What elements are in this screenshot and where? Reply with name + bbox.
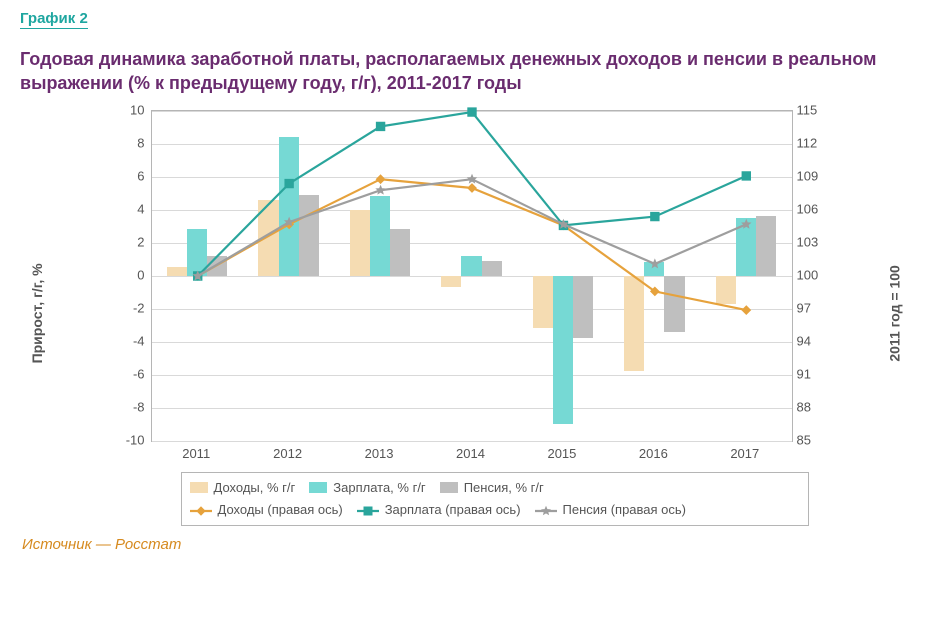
legend-label: Пенсия, % г/г [464,477,544,499]
line-income_idx [197,179,746,310]
marker-pension_idx [376,186,384,194]
right-tick-label: 109 [791,168,819,183]
legend-item-pension_idx: Пенсия (правая ось) [535,499,686,521]
legend-label: Зарплата, % г/г [333,477,425,499]
chart-title: Годовая динамика заработной платы, распо… [20,47,900,96]
legend-swatch-icon [535,503,557,517]
legend-swatch-icon [190,503,212,517]
legend-swatch-icon [190,482,208,493]
x-tick-label: 2014 [456,440,485,461]
line-layer [152,111,792,441]
left-tick-label: 2 [137,234,150,249]
left-tick-label: 10 [130,102,150,117]
marker-income_idx [467,183,475,191]
x-tick-label: 2011 [182,440,210,461]
legend-item-pension_pct: Пенсия, % г/г [440,477,544,499]
legend-label: Зарплата (правая ось) [385,499,521,521]
combo-chart: Прирост, г/г, % 2011 год = 100 -10 -8 -6 -4… [31,100,901,530]
left-axis-label: Прирост, г/г, % [29,263,45,363]
x-tick-label: 2012 [273,440,302,461]
marker-wage_idx [376,122,384,130]
left-tick-label: -8 [133,399,151,414]
marker-wage_idx [650,212,658,220]
left-tick-label: 8 [137,135,150,150]
left-tick-label: 6 [137,168,150,183]
right-tick-label: 112 [791,135,818,150]
right-tick-label: 100 [791,267,819,282]
right-tick-label: 88 [791,399,811,414]
right-tick-label: 85 [791,432,811,447]
page: График 2 Годовая динамика заработной пла… [0,0,931,620]
marker-wage_idx [742,171,750,179]
right-tick-label: 97 [791,300,811,315]
right-tick-label: 103 [791,234,819,249]
left-tick-label: -2 [133,300,151,315]
x-tick-label: 2016 [639,440,668,461]
figure-label: График 2 [20,10,88,29]
legend: Доходы, % г/г Зарплата, % г/г Пенсия, % г/… [181,472,809,526]
legend-label: Доходы, % г/г [214,477,296,499]
marker-wage_idx [467,107,475,115]
left-tick-label: 4 [137,201,150,216]
legend-label: Пенсия (правая ось) [563,499,686,521]
legend-swatch-icon [440,482,458,493]
legend-item-income_pct: Доходы, % г/г [190,477,296,499]
source-text: Источник — Росстат [20,536,911,553]
line-wage_idx [197,112,746,276]
x-tick-label: 2013 [365,440,394,461]
legend-label: Доходы (правая ось) [218,499,343,521]
legend-swatch-icon [357,503,379,517]
right-tick-label: 115 [791,102,818,117]
x-tick-label: 2015 [547,440,576,461]
right-axis-label: 2011 год = 100 [887,265,903,361]
left-tick-label: -10 [126,432,151,447]
right-tick-label: 91 [791,366,811,381]
right-tick-label: 94 [791,333,811,348]
right-tick-label: 106 [791,201,819,216]
legend-item-wage_idx: Зарплата (правая ось) [357,499,521,521]
left-tick-label: -6 [133,366,151,381]
left-tick-label: -4 [133,333,151,348]
marker-income_idx [742,305,750,313]
marker-wage_idx [284,179,292,187]
marker-pension_idx [650,259,658,267]
plot-area [151,110,793,442]
legend-item-wage_pct: Зарплата, % г/г [309,477,425,499]
legend-swatch-icon [309,482,327,493]
marker-income_idx [376,175,384,183]
left-tick-label: 0 [137,267,150,282]
x-tick-label: 2017 [730,440,759,461]
legend-row: Доходы, % г/г Зарплата, % г/г Пенсия, % г/… [190,477,800,499]
legend-item-income_idx: Доходы (правая ось) [190,499,343,521]
legend-row: Доходы (правая ось) Зарплата (правая ось)… [190,499,800,521]
